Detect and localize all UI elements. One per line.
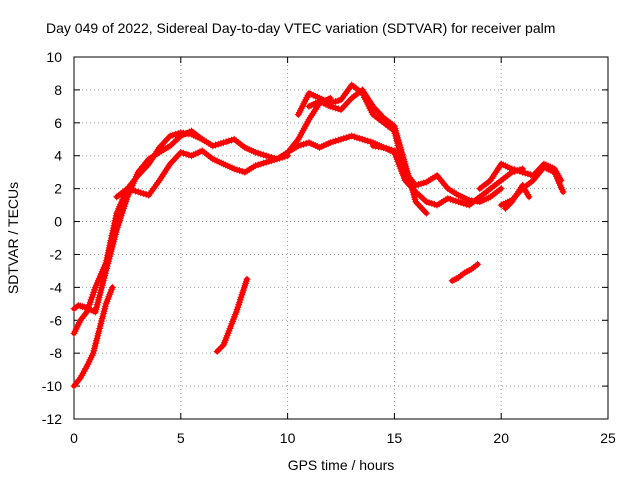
y-tick-label: 4 [54, 148, 62, 164]
series-points [113, 94, 334, 201]
y-tick-label: -4 [50, 279, 63, 295]
y-tick-label: -10 [42, 378, 62, 394]
x-tick-labels: 0 5 10 15 20 25 [70, 430, 616, 446]
y-tick-label: -8 [50, 345, 63, 361]
y-tick-label: -6 [50, 312, 63, 328]
axis-ticks [73, 56, 609, 420]
y-tick-label: 8 [54, 82, 62, 98]
y-tick-label: 10 [46, 49, 62, 65]
x-tick-label: 5 [177, 430, 185, 446]
y-tick-label: 6 [54, 115, 62, 131]
plus-markers [70, 127, 206, 316]
series-points [213, 275, 251, 355]
y-tick-label: 0 [54, 214, 62, 230]
plus-markers [448, 260, 482, 285]
grid-lines [74, 57, 608, 419]
series-points [502, 181, 533, 212]
series-points [70, 283, 116, 390]
series-points [448, 260, 482, 285]
x-tick-label: 0 [70, 430, 78, 446]
x-tick-label: 25 [600, 430, 616, 446]
y-tick-labels: -12 -10 -8 -6 -4 -2 0 2 4 6 8 10 [42, 49, 62, 427]
series-points [369, 142, 527, 209]
y-tick-label: -2 [50, 246, 63, 262]
series-points [305, 86, 430, 217]
x-tick-label: 15 [387, 430, 403, 446]
chart-title: Day 049 of 2022, Sidereal Day-to-day VTE… [46, 20, 555, 36]
x-axis-label: GPS time / hours [288, 457, 395, 473]
plus-markers [305, 86, 430, 217]
plus-markers [113, 94, 334, 201]
data-series [70, 81, 567, 390]
plus-markers [213, 275, 251, 355]
plus-markers [369, 142, 527, 209]
plus-markers [70, 283, 116, 390]
series-points [70, 127, 206, 316]
plus-markers [502, 181, 533, 212]
y-tick-label: -12 [42, 411, 62, 427]
x-tick-label: 20 [493, 430, 509, 446]
x-tick-label: 10 [280, 430, 296, 446]
y-axis-label: SDTVAR / TECUs [5, 182, 21, 294]
plot-frame [73, 56, 609, 420]
y-tick-label: 2 [54, 181, 62, 197]
